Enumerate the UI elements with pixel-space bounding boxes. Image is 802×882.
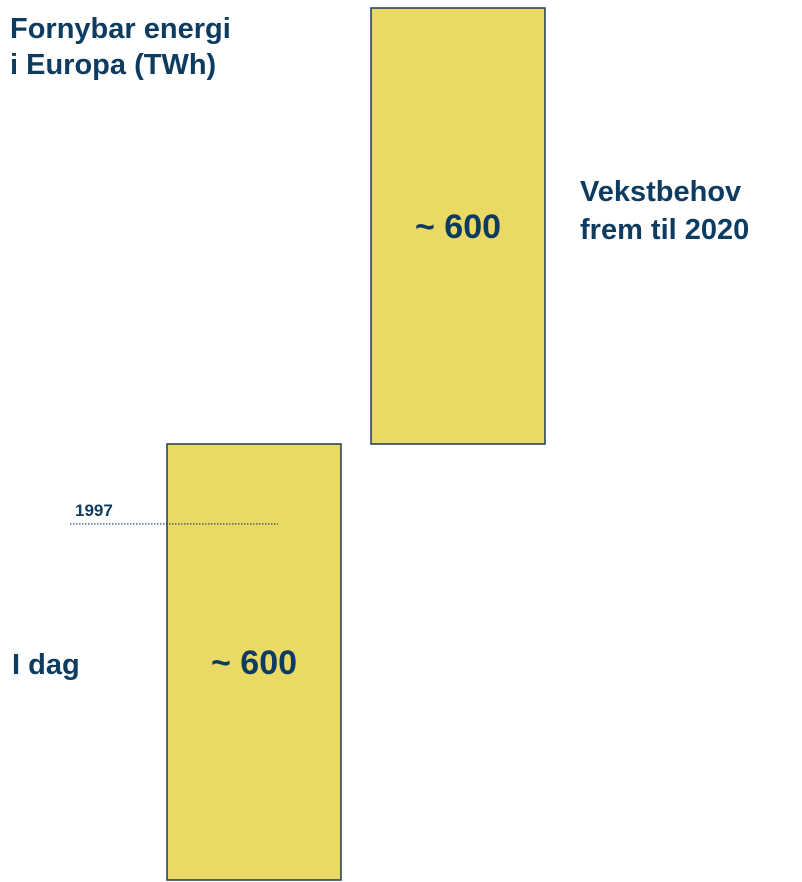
value-label: ~ 600 <box>211 644 297 682</box>
category-label: I dag <box>12 649 80 681</box>
category-label: Vekstbehov frem til 2020 <box>580 176 749 246</box>
annotation-label: 1997 <box>75 501 113 520</box>
bar <box>166 443 342 881</box>
chart-title: Fornybar energi i Europa (TWh) <box>10 13 231 81</box>
bar <box>370 7 546 445</box>
value-label: ~ 600 <box>415 208 501 246</box>
